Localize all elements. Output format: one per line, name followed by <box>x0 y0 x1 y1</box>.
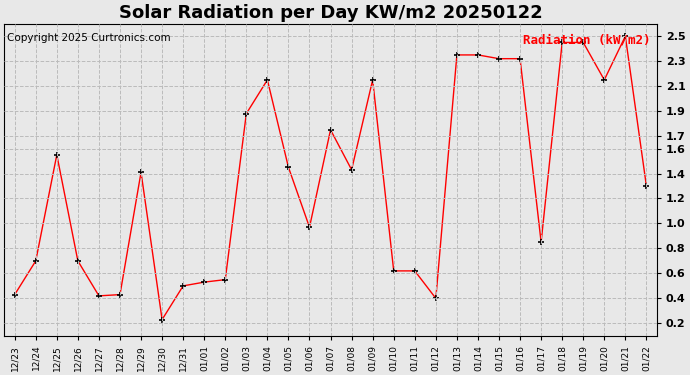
Text: Radiation (kW/m2): Radiation (kW/m2) <box>523 33 651 46</box>
Title: Solar Radiation per Day KW/m2 20250122: Solar Radiation per Day KW/m2 20250122 <box>119 4 542 22</box>
Text: Copyright 2025 Curtronics.com: Copyright 2025 Curtronics.com <box>8 33 171 43</box>
